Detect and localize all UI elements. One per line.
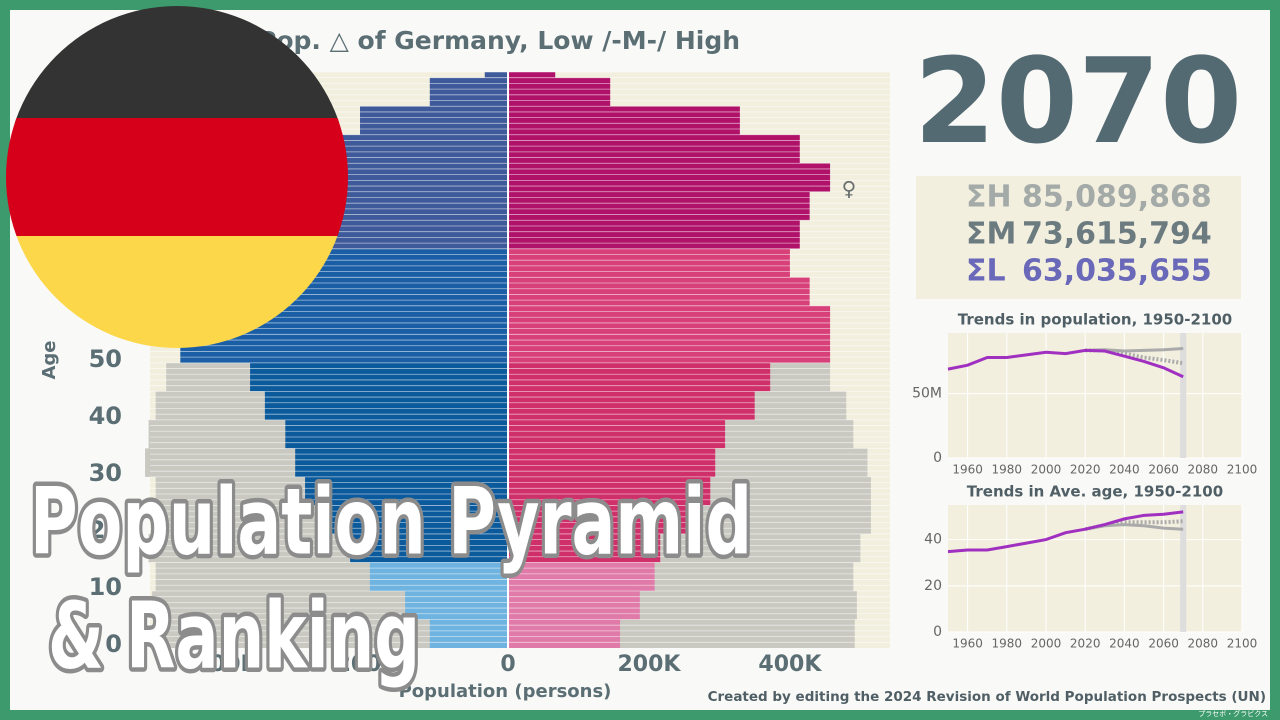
x-tick-label: 2020 bbox=[1070, 463, 1101, 477]
x-tick-label: 0 bbox=[500, 652, 515, 677]
x-tick-label: 1980 bbox=[992, 463, 1023, 477]
flag-band bbox=[6, 118, 348, 236]
watermark: プラセボ・グラビクス bbox=[1198, 709, 1268, 718]
x-tick-label: 2040 bbox=[1109, 637, 1140, 651]
total-value: 85,089,868 bbox=[1022, 180, 1212, 215]
bar bbox=[264, 391, 509, 420]
bar bbox=[508, 362, 771, 392]
y-axis-label: Age bbox=[39, 340, 60, 379]
bar bbox=[508, 590, 640, 620]
bar bbox=[508, 77, 611, 107]
x-tick-label: 2020 bbox=[1070, 637, 1101, 651]
bar bbox=[429, 619, 509, 648]
x-tick-label: 1960 bbox=[952, 463, 983, 477]
bar bbox=[508, 505, 700, 534]
bar bbox=[508, 619, 621, 648]
bar bbox=[508, 562, 655, 591]
bar bbox=[484, 72, 509, 78]
bar bbox=[508, 220, 800, 249]
credit: Created by editing the 2024 Revision of … bbox=[708, 689, 1266, 705]
y-tick-label: 0 bbox=[105, 630, 122, 658]
total-label: ΣL bbox=[966, 254, 1006, 289]
y-tick-label: 20 bbox=[89, 516, 122, 544]
current-year-marker bbox=[1180, 333, 1187, 458]
x-tick-label: 2060 bbox=[1148, 463, 1179, 477]
x-tick-label: 1960 bbox=[952, 637, 983, 651]
x-axis-label: Population (persons) bbox=[399, 681, 612, 702]
bar bbox=[429, 77, 509, 107]
bar bbox=[369, 562, 509, 591]
x-tick-label: 2080 bbox=[1188, 463, 1219, 477]
bar bbox=[508, 305, 831, 335]
line bbox=[947, 510, 1184, 554]
bar bbox=[508, 72, 556, 78]
x-tick-label: 1980 bbox=[992, 637, 1023, 651]
bar bbox=[508, 448, 716, 477]
bar bbox=[508, 106, 740, 135]
x-tick-label: 2100 bbox=[1227, 637, 1258, 651]
overlay-title: Population Pyramid bbox=[30, 468, 752, 575]
y-tick-label: 40 bbox=[89, 402, 122, 430]
current-year-marker bbox=[1180, 505, 1187, 632]
female-symbol: ♀ bbox=[842, 177, 857, 201]
bar bbox=[508, 419, 726, 449]
line bbox=[947, 348, 1184, 379]
year: 2070 bbox=[914, 32, 1242, 170]
bar bbox=[508, 476, 711, 506]
x-tick-label: 2000 bbox=[1031, 463, 1062, 477]
bar bbox=[285, 419, 509, 449]
plot-area bbox=[948, 333, 1242, 458]
x-tick-label: 2080 bbox=[1188, 637, 1219, 651]
chart-title: Pop. △ of Germany, Low /-M-/ High bbox=[258, 26, 740, 55]
bar bbox=[508, 533, 661, 563]
x-tick-label: 2060 bbox=[1148, 637, 1179, 651]
y-tick-label: 30 bbox=[89, 459, 122, 487]
bar bbox=[350, 533, 509, 563]
y-tick-label: 10 bbox=[89, 573, 122, 601]
bar bbox=[508, 277, 810, 306]
bar bbox=[295, 448, 509, 477]
overlay-title: & Ranking bbox=[48, 582, 420, 689]
bar bbox=[508, 391, 755, 420]
x-tick-label: 200K bbox=[617, 652, 681, 677]
chart-title: Trends in Ave. age, 1950-2100 bbox=[967, 483, 1223, 501]
y-tick-label: 50 bbox=[89, 345, 122, 373]
bar bbox=[508, 191, 810, 221]
x-tick-label: 400K bbox=[758, 652, 822, 677]
y-tick-label: 40 bbox=[924, 532, 942, 548]
y-tick-label: 0 bbox=[933, 624, 942, 640]
total-value: 73,615,794 bbox=[1022, 217, 1212, 252]
totals-box bbox=[916, 176, 1241, 299]
chart-title: Trends in population, 1950-2100 bbox=[958, 311, 1232, 329]
total-value: 63,035,655 bbox=[1022, 254, 1212, 289]
total-label: ΣM bbox=[966, 217, 1016, 252]
x-tick-label: 2100 bbox=[1227, 463, 1258, 477]
total-label: ΣH bbox=[966, 180, 1012, 215]
bar bbox=[508, 334, 831, 363]
bar bbox=[405, 590, 509, 620]
y-tick-label: 20 bbox=[924, 578, 942, 594]
x-tick-label: 400K bbox=[195, 652, 259, 677]
bar bbox=[180, 334, 509, 363]
bar bbox=[305, 476, 509, 506]
bar bbox=[250, 362, 509, 392]
x-tick-label: 2040 bbox=[1109, 463, 1140, 477]
y-tick-label: 0 bbox=[933, 450, 942, 466]
y-tick-label: 50M bbox=[912, 386, 942, 402]
plot-area bbox=[948, 505, 1242, 632]
bar bbox=[508, 134, 800, 164]
x-tick-label: 2000 bbox=[1031, 637, 1062, 651]
bar bbox=[330, 505, 509, 534]
bar bbox=[508, 248, 790, 278]
bar bbox=[508, 163, 831, 192]
bar bbox=[360, 106, 509, 135]
x-tick-label: 200K bbox=[336, 652, 400, 677]
